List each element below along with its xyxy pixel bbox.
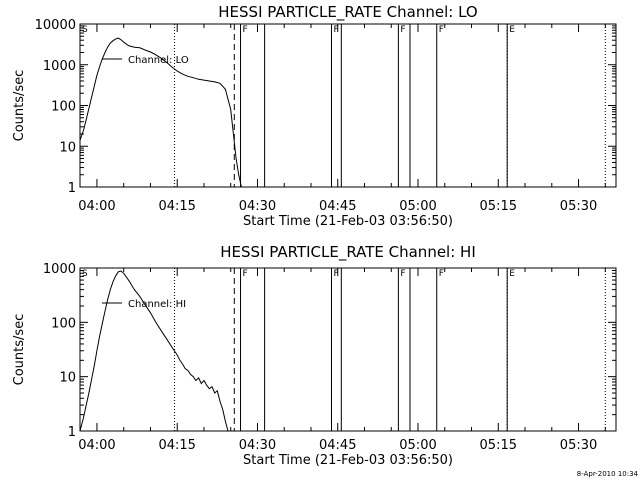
chart-2-plot-frame: [79, 267, 617, 432]
chart-2-flag-label: F: [400, 269, 405, 279]
chart-1-x-axis-label: Start Time (21-Feb-03 03:56:50): [243, 214, 453, 229]
chart-1-flag-label: S: [82, 25, 88, 35]
chart-2-flag-label: S: [82, 269, 88, 279]
chart-1-x-tick-label: 04:30: [239, 199, 276, 214]
chart-2-flag-label: F: [243, 269, 248, 279]
chart-1-y-tick-label: 1: [68, 181, 76, 196]
chart-2-x-tick-label: 05:15: [480, 438, 517, 453]
chart-2-y-tick-label: 1000: [43, 262, 76, 277]
chart-1-x-tick-label: 04:45: [319, 199, 356, 214]
chart-2-y-tick-label: 10: [59, 371, 76, 386]
chart-1-x-tick-label: 04:15: [158, 199, 195, 214]
chart-1-y-axis-label: Counts/sec: [12, 70, 27, 142]
chart-2-legend-label: Channel: HI: [128, 299, 186, 310]
chart-2-series-line: [79, 270, 229, 432]
chart-2-flag-label: F: [334, 269, 339, 279]
chart-1-flag-label: F: [400, 25, 405, 35]
chart-1-x-tick-label: 05:30: [560, 199, 597, 214]
chart-1-flag-label: F: [439, 25, 444, 35]
chart-1-x-tick-label: 05:00: [399, 199, 436, 214]
chart-2-x-tick-label: 04:45: [319, 438, 356, 453]
chart-2-x-axis-label: Start Time (21-Feb-03 03:56:50): [243, 453, 453, 468]
chart-1-series-line: [79, 37, 242, 188]
chart-1-y-tick-label: 1000: [43, 59, 76, 74]
chart-1-y-tick-label: 100: [51, 100, 76, 115]
chart-2-x-tick-label: 04:15: [158, 438, 195, 453]
chart-2-flag-label: F: [439, 269, 444, 279]
chart-2-x-tick-label: 05:00: [399, 438, 436, 453]
chart-1-flag-label: F: [334, 25, 339, 35]
chart-2-y-tick-label: 1: [68, 425, 76, 440]
chart-1-flag-label: E: [509, 25, 515, 35]
timestamp-stamp: 8-Apr-2010 10:34: [577, 470, 639, 478]
chart-1-y-tick-label: 10000: [35, 18, 76, 33]
chart-1-x-tick-label: 05:15: [480, 199, 517, 214]
chart-2-x-tick-label: 04:30: [239, 438, 276, 453]
chart-2-x-tick-label: 05:30: [560, 438, 597, 453]
chart-1-y-tick-label: 10: [59, 140, 76, 155]
chart-1-flag-label: F: [243, 25, 248, 35]
chart-2-x-tick-label: 04:00: [78, 438, 115, 453]
chart-2-flag-label: E: [509, 269, 515, 279]
chart-1-legend-label: Channel: LO: [128, 55, 189, 66]
chart-1-plot-frame: [79, 23, 617, 188]
chart-2-y-tick-label: 100: [51, 316, 76, 331]
chart-2-title: HESSI PARTICLE_RATE Channel: HI: [220, 243, 476, 262]
chart-1-title: HESSI PARTICLE_RATE Channel: LO: [218, 3, 477, 22]
chart-1-x-tick-label: 04:00: [78, 199, 115, 214]
chart-2-y-axis-label: Counts/sec: [12, 314, 27, 386]
